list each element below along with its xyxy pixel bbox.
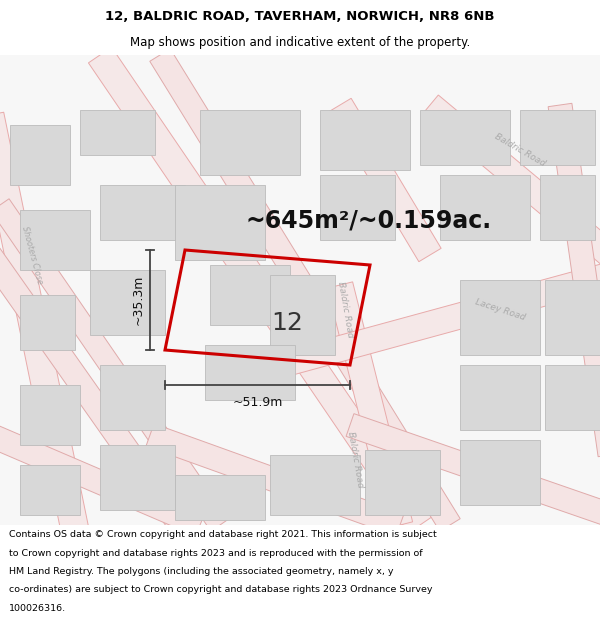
Polygon shape [548,103,600,457]
Polygon shape [20,295,75,350]
Polygon shape [329,98,441,262]
Polygon shape [200,110,300,175]
Text: Baldric Road: Baldric Road [493,132,547,168]
Polygon shape [460,440,540,505]
Polygon shape [88,47,431,533]
Polygon shape [277,262,600,378]
Polygon shape [0,248,190,532]
Polygon shape [460,365,540,430]
Polygon shape [460,280,540,355]
Polygon shape [270,275,335,355]
Polygon shape [520,110,595,165]
Polygon shape [100,365,165,430]
Text: Shooters Close: Shooters Close [20,225,44,285]
Polygon shape [100,185,185,240]
Polygon shape [20,465,80,515]
Polygon shape [346,414,600,526]
Polygon shape [10,125,70,185]
Polygon shape [90,270,165,335]
Text: 12: 12 [272,311,304,334]
Polygon shape [146,424,404,536]
Polygon shape [545,280,600,355]
Polygon shape [0,424,205,536]
Text: to Crown copyright and database rights 2023 and is reproduced with the permissio: to Crown copyright and database rights 2… [9,549,422,558]
Text: Contains OS data © Crown copyright and database right 2021. This information is : Contains OS data © Crown copyright and d… [9,530,437,539]
Text: ~35.3m: ~35.3m [131,275,145,325]
Text: Map shows position and indicative extent of the property.: Map shows position and indicative extent… [130,36,470,49]
Polygon shape [440,175,530,240]
Text: ~645m²/~0.159ac.: ~645m²/~0.159ac. [245,208,491,232]
Polygon shape [270,455,360,515]
Text: co-ordinates) are subject to Crown copyright and database rights 2023 Ordnance S: co-ordinates) are subject to Crown copyr… [9,586,433,594]
Text: 100026316.: 100026316. [9,604,66,613]
Text: HM Land Registry. The polygons (including the associated geometry, namely x, y: HM Land Registry. The polygons (includin… [9,567,394,576]
Polygon shape [420,110,510,165]
Polygon shape [175,185,265,260]
Polygon shape [150,49,460,531]
Text: Baldric Road: Baldric Road [346,431,364,489]
Polygon shape [210,265,290,325]
Text: Lacey Road: Lacey Road [474,298,526,322]
Polygon shape [20,385,80,445]
Polygon shape [540,175,595,240]
Text: ~51.9m: ~51.9m [232,396,283,409]
Polygon shape [20,210,90,270]
Polygon shape [365,450,440,515]
Polygon shape [80,110,155,155]
Polygon shape [175,475,265,520]
Polygon shape [320,110,410,170]
Polygon shape [328,282,413,528]
Polygon shape [320,175,395,240]
Polygon shape [422,95,600,265]
Polygon shape [0,112,94,558]
Polygon shape [100,445,175,510]
Polygon shape [205,345,295,400]
Text: 12, BALDRIC ROAD, TAVERHAM, NORWICH, NR8 6NB: 12, BALDRIC ROAD, TAVERHAM, NORWICH, NR8… [105,10,495,23]
Polygon shape [545,365,600,430]
Text: Baldric Road: Baldric Road [335,281,355,339]
Polygon shape [0,199,229,531]
